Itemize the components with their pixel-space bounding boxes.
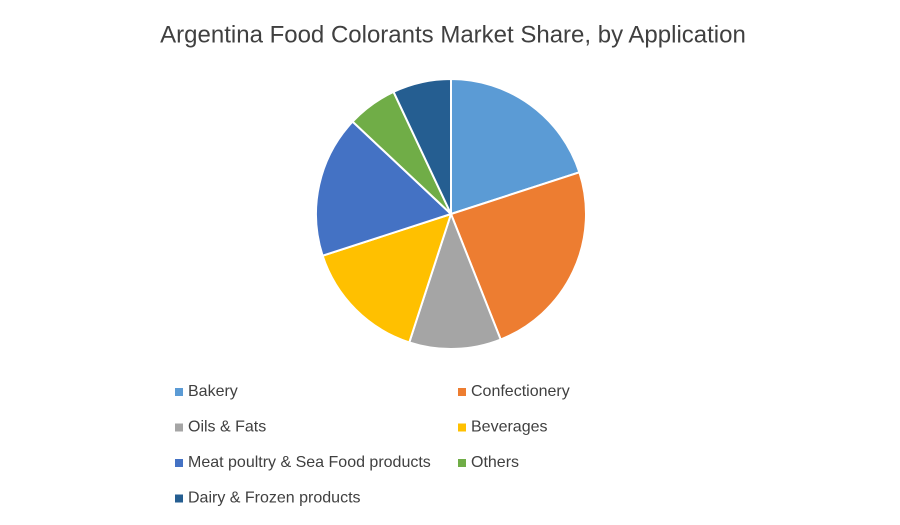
pie-slice bbox=[408, 211, 502, 350]
legend-swatch bbox=[175, 494, 183, 503]
legend-swatch bbox=[175, 388, 183, 396]
legend-label: Meat poultry & Sea Food products bbox=[188, 454, 431, 471]
legend-label: Beverages bbox=[471, 419, 548, 436]
legend-swatch bbox=[175, 423, 183, 432]
legend-swatch bbox=[458, 459, 466, 467]
pie-slice bbox=[315, 120, 453, 257]
chart-title: Argentina Food Colorants Market Share, b… bbox=[160, 21, 746, 48]
legend-swatch bbox=[458, 423, 466, 432]
pie-slice bbox=[392, 77, 452, 215]
legend-swatch bbox=[458, 388, 466, 396]
legend-label: Oils & Fats bbox=[188, 419, 266, 436]
legend-label: Bakery bbox=[188, 383, 238, 400]
pie-slice bbox=[450, 77, 581, 216]
legend-label: Dairy & Frozen products bbox=[188, 490, 361, 507]
legend-label: Others bbox=[471, 454, 519, 471]
legend-swatch bbox=[175, 459, 183, 467]
legend-label: Confectionery bbox=[471, 383, 570, 400]
